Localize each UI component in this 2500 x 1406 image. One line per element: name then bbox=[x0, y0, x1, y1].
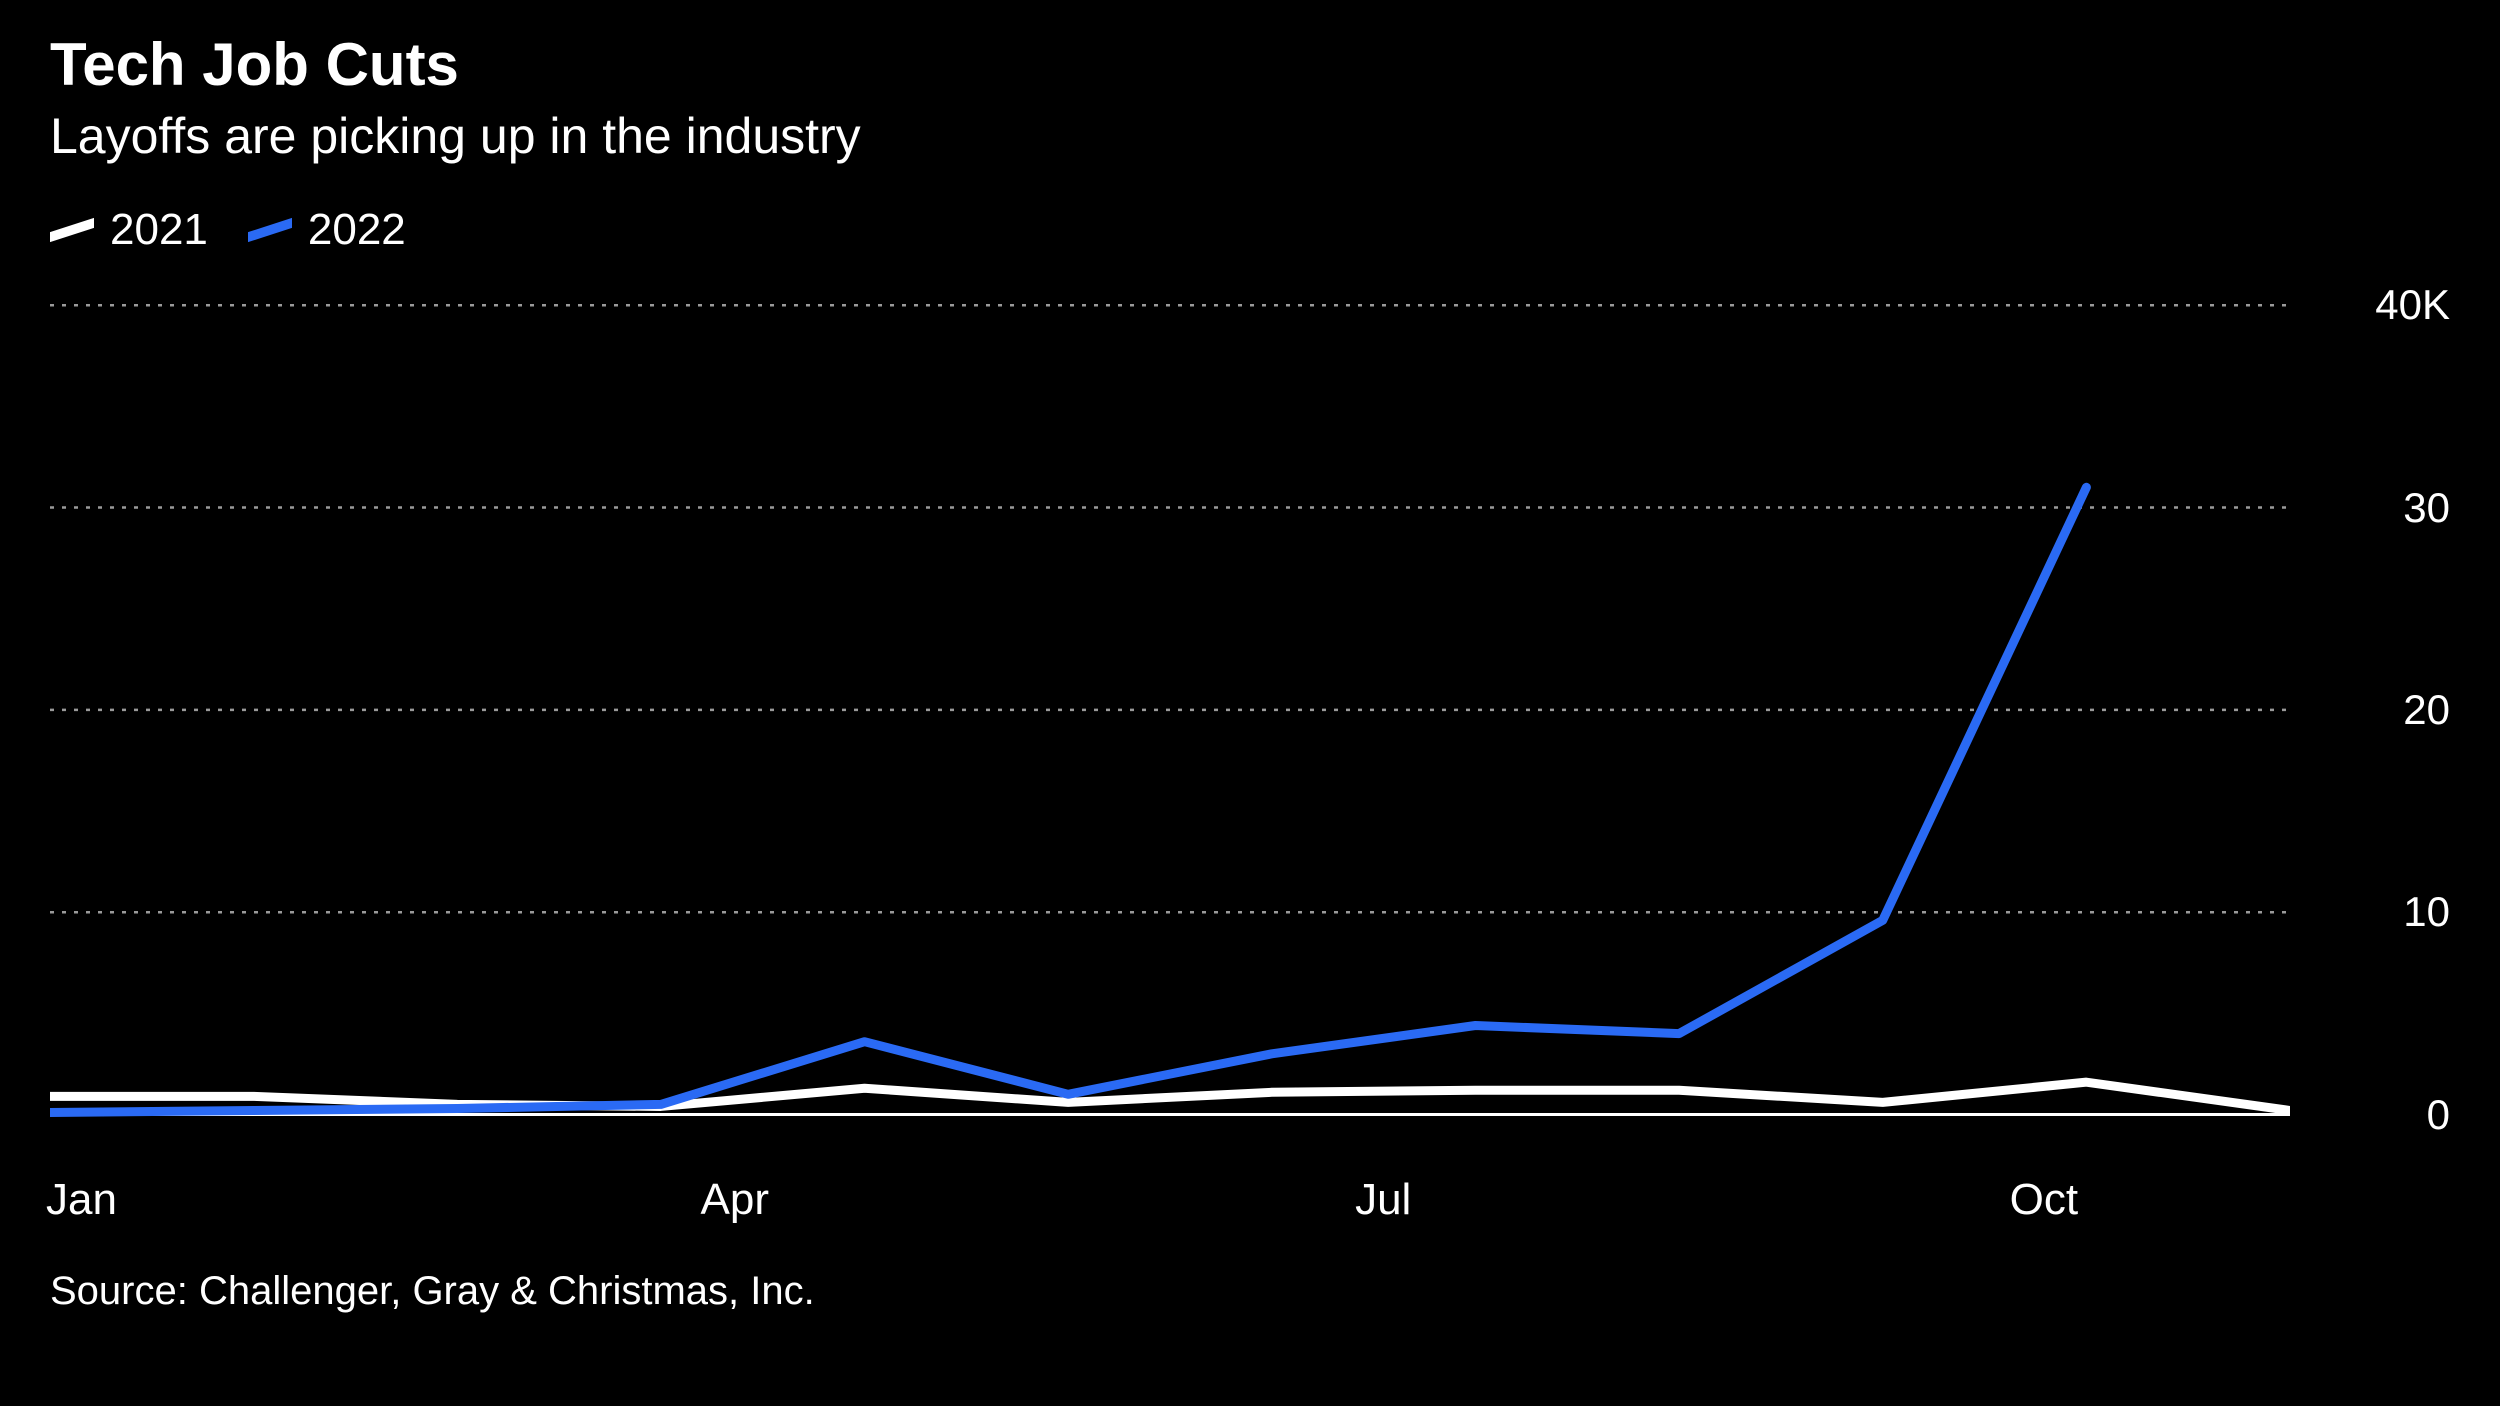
legend-label-2022: 2022 bbox=[308, 205, 406, 255]
y-tick-label: 0 bbox=[2427, 1091, 2450, 1139]
legend-swatch-2021 bbox=[50, 218, 94, 242]
chart-container: Tech Job Cuts Layoffs are picking up in … bbox=[0, 0, 2500, 1406]
chart-plot: 010203040K bbox=[50, 285, 2450, 1155]
legend-label-2021: 2021 bbox=[110, 205, 208, 255]
y-tick-label: 30 bbox=[2403, 484, 2450, 532]
series-2022 bbox=[50, 487, 2086, 1112]
chart-subtitle: Layoffs are picking up in the industry bbox=[50, 107, 2450, 165]
x-tick-label: Apr bbox=[701, 1175, 769, 1225]
legend: 2021 2022 bbox=[50, 205, 2450, 255]
y-tick-label: 20 bbox=[2403, 686, 2450, 734]
x-tick-label: Jan bbox=[46, 1175, 117, 1225]
x-axis: JanAprJulOct bbox=[50, 1175, 2450, 1235]
legend-item-2021: 2021 bbox=[50, 205, 208, 255]
legend-item-2022: 2022 bbox=[248, 205, 406, 255]
x-tick-label: Jul bbox=[1355, 1175, 1411, 1225]
chart-svg bbox=[50, 285, 2290, 1155]
chart-title: Tech Job Cuts bbox=[50, 30, 2450, 99]
y-tick-label: 40K bbox=[2375, 281, 2450, 329]
legend-swatch-2022 bbox=[248, 218, 292, 242]
y-axis: 010203040K bbox=[2290, 285, 2450, 1155]
y-tick-label: 10 bbox=[2403, 888, 2450, 936]
x-tick-label: Oct bbox=[2010, 1175, 2078, 1225]
source-text: Source: Challenger, Gray & Christmas, In… bbox=[50, 1269, 2450, 1314]
plot-area bbox=[50, 285, 2290, 1155]
